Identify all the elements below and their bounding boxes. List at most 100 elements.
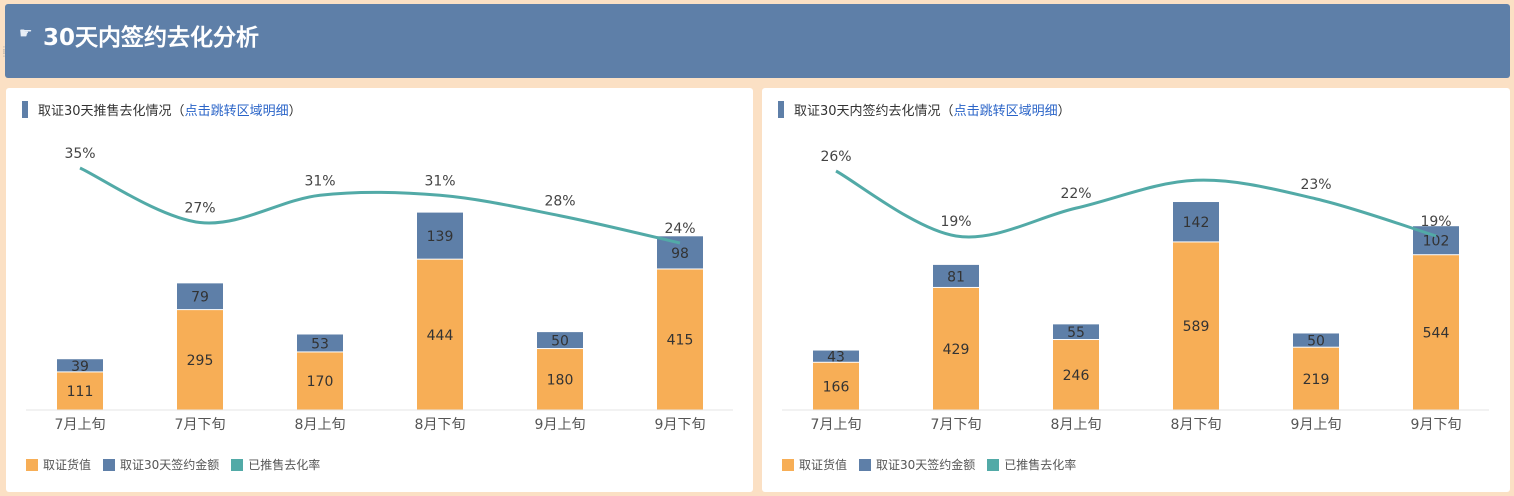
bar-amount-label: 142	[1183, 215, 1210, 231]
legend-label: 取证货值	[799, 458, 848, 472]
bar-goods	[417, 259, 463, 410]
region-detail-link[interactable]: 点击跳转区域明细	[184, 104, 289, 119]
bar-goods-label: 180	[547, 373, 574, 389]
bar-goods-label: 246	[1063, 368, 1090, 384]
x-tick-label: 7月下旬	[175, 417, 226, 433]
bar-amount-label: 55	[1067, 325, 1085, 341]
bar-amount-label: 53	[311, 336, 329, 352]
legend-swatch	[987, 458, 1000, 471]
drag-handle-icon[interactable]: ⋮ ⋮	[0, 45, 8, 58]
x-tick-label: 8月上旬	[295, 417, 346, 433]
bar-goods	[1413, 255, 1459, 410]
legend-item-rate[interactable]: 已推售去化率	[231, 456, 320, 473]
bar-goods	[1053, 340, 1099, 410]
bar-goods-label: 295	[187, 353, 214, 369]
rate-label: 24%	[664, 221, 695, 237]
legend-item-goods[interactable]: 取证货值	[782, 456, 847, 473]
bar-goods	[657, 269, 703, 410]
bar-goods	[297, 352, 343, 410]
panel-title-text: 取证30天推售去化情况	[38, 104, 172, 119]
bar-amount	[417, 212, 463, 259]
bar-amount-label: 39	[71, 359, 89, 375]
rate-label: 31%	[424, 173, 455, 189]
bar-amount-label: 50	[551, 334, 569, 350]
legend-swatch	[231, 458, 244, 471]
legend-swatch	[26, 458, 38, 471]
region-detail-link[interactable]: 点击跳转区域明细	[953, 104, 1058, 119]
bar-amount-label: 98	[671, 246, 689, 262]
bar-goods-label: 166	[823, 379, 850, 395]
bar-goods	[813, 362, 859, 410]
bar-amount-label: 139	[427, 229, 454, 245]
bar-goods-label: 589	[1183, 319, 1210, 335]
legend-item-amount[interactable]: 取证30天签约金额	[103, 456, 219, 473]
legend-item-amount[interactable]: 取证30天签约金额	[859, 456, 975, 473]
rate-label: 22%	[1060, 186, 1091, 202]
legend-item-rate[interactable]: 已推售去化率	[987, 456, 1076, 473]
bar-goods-label: 111	[67, 384, 94, 400]
bar-amount-label: 102	[1423, 234, 1450, 250]
chart-left: 111 39 7月上旬 295 79 7月下旬 170 53 8月上旬 444 139 8月下旬 180…	[26, 146, 733, 433]
bar-goods	[1173, 242, 1219, 410]
rate-label: 26%	[820, 149, 851, 165]
bar-goods-label: 544	[1423, 326, 1450, 342]
bar-amount-label: 43	[827, 350, 845, 366]
panel-title-text: 取证30天内签约去化情况	[794, 104, 941, 119]
legend-label: 取证货值	[43, 458, 92, 472]
panel-title: 取证30天推售去化情况（点击跳转区域明细）	[22, 100, 302, 119]
signing-chart-panel: 取证30天内签约去化情况（点击跳转区域明细） 166 43 7月上旬 429 81 7月下…	[762, 88, 1510, 492]
x-tick-label: 7月上旬	[55, 417, 106, 433]
rate-label: 27%	[184, 201, 215, 217]
bar-goods	[57, 372, 103, 410]
x-tick-label: 9月上旬	[535, 417, 586, 433]
rate-line	[835, 169, 1437, 239]
bar-goods-label: 429	[943, 342, 970, 358]
legend-label: 取证30天签约金额	[876, 458, 976, 472]
bar-amount-label: 79	[191, 290, 209, 306]
page-title: 30天内签约去化分析	[43, 25, 260, 51]
title-accent-bar	[778, 101, 784, 118]
legend-swatch	[859, 458, 872, 471]
bar-goods	[933, 287, 979, 410]
rate-label: 31%	[304, 173, 335, 189]
x-tick-label: 9月上旬	[1291, 417, 1342, 433]
panel-title: 取证30天内签约去化情况（点击跳转区域明细）	[778, 100, 1071, 119]
bar-amount-label: 81	[947, 269, 965, 285]
bar-goods	[537, 349, 583, 410]
bar-amount-label: 50	[1307, 334, 1325, 350]
rate-label: 28%	[544, 194, 575, 210]
legend-swatch	[103, 458, 116, 471]
bar-goods-label: 170	[307, 374, 334, 390]
sales-chart-panel: 取证30天推售去化情况（点击跳转区域明细） 111 39 7月上旬 295 79 7月下旬…	[6, 88, 753, 492]
rate-label: 19%	[1420, 214, 1451, 230]
rate-label: 35%	[64, 146, 95, 162]
legend: 取证货值 取证30天签约金额 已推售去化率	[782, 456, 1076, 473]
bar-goods-label: 444	[427, 328, 454, 344]
chart-right: 166 43 7月上旬 429 81 7月下旬 246 55 8月上旬 589 142 8月下旬 219…	[782, 149, 1489, 433]
bar-goods-label: 415	[667, 333, 694, 349]
legend-label: 已推售去化率	[248, 458, 321, 472]
bar-amount	[177, 283, 223, 310]
x-tick-label: 8月下旬	[1171, 417, 1222, 433]
page-header: ☛ 30天内签约去化分析	[5, 4, 1510, 78]
x-tick-label: 8月下旬	[415, 417, 466, 433]
legend-label: 取证30天签约金额	[120, 458, 220, 472]
pointing-hand-icon: ☛	[19, 24, 33, 42]
x-tick-label: 9月下旬	[655, 417, 706, 433]
bar-amount	[537, 332, 583, 349]
legend-item-goods[interactable]: 取证货值	[26, 456, 91, 473]
x-tick-label: 7月下旬	[931, 417, 982, 433]
bar-goods-label: 219	[1303, 372, 1330, 388]
rate-label: 23%	[1300, 177, 1331, 193]
bar-amount	[1173, 202, 1219, 242]
bar-amount	[1293, 333, 1339, 347]
bar-goods	[1293, 347, 1339, 410]
legend-swatch	[782, 458, 794, 471]
x-tick-label: 8月上旬	[1051, 417, 1102, 433]
bar-amount	[933, 264, 979, 287]
rate-label: 19%	[940, 214, 971, 230]
legend-label: 已推售去化率	[1004, 458, 1077, 472]
title-accent-bar	[22, 101, 28, 118]
bar-goods	[177, 310, 223, 410]
x-tick-label: 9月下旬	[1411, 417, 1462, 433]
